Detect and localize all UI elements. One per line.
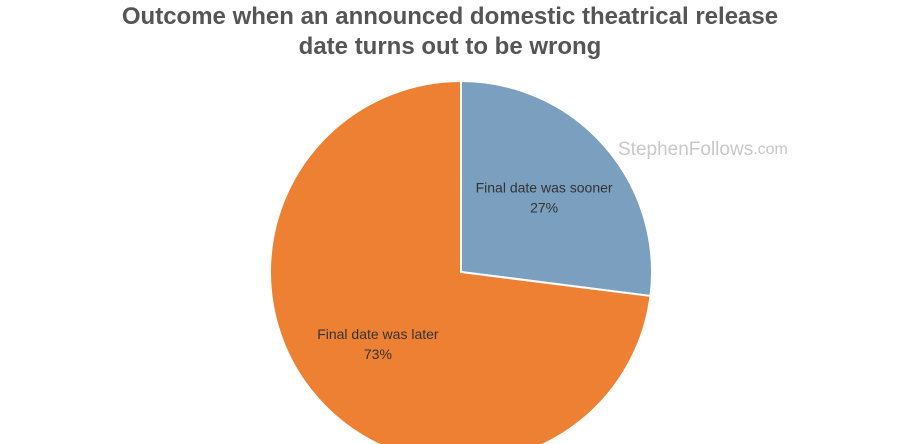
- watermark-suffix: .com: [753, 141, 788, 158]
- slice-label: Final date was sooner: [476, 179, 613, 195]
- slice-value-label: 73%: [364, 346, 392, 362]
- pie-slice: [269, 79, 652, 444]
- slice-value-label: 27%: [530, 199, 558, 215]
- slice-label: Final date was later: [317, 326, 439, 342]
- watermark: StephenFollows.com: [618, 139, 788, 160]
- pie-slice: [460, 79, 653, 298]
- watermark-name: StephenFollows: [618, 139, 753, 160]
- chart-title: Outcome when an announced domestic theat…: [121, 3, 779, 60]
